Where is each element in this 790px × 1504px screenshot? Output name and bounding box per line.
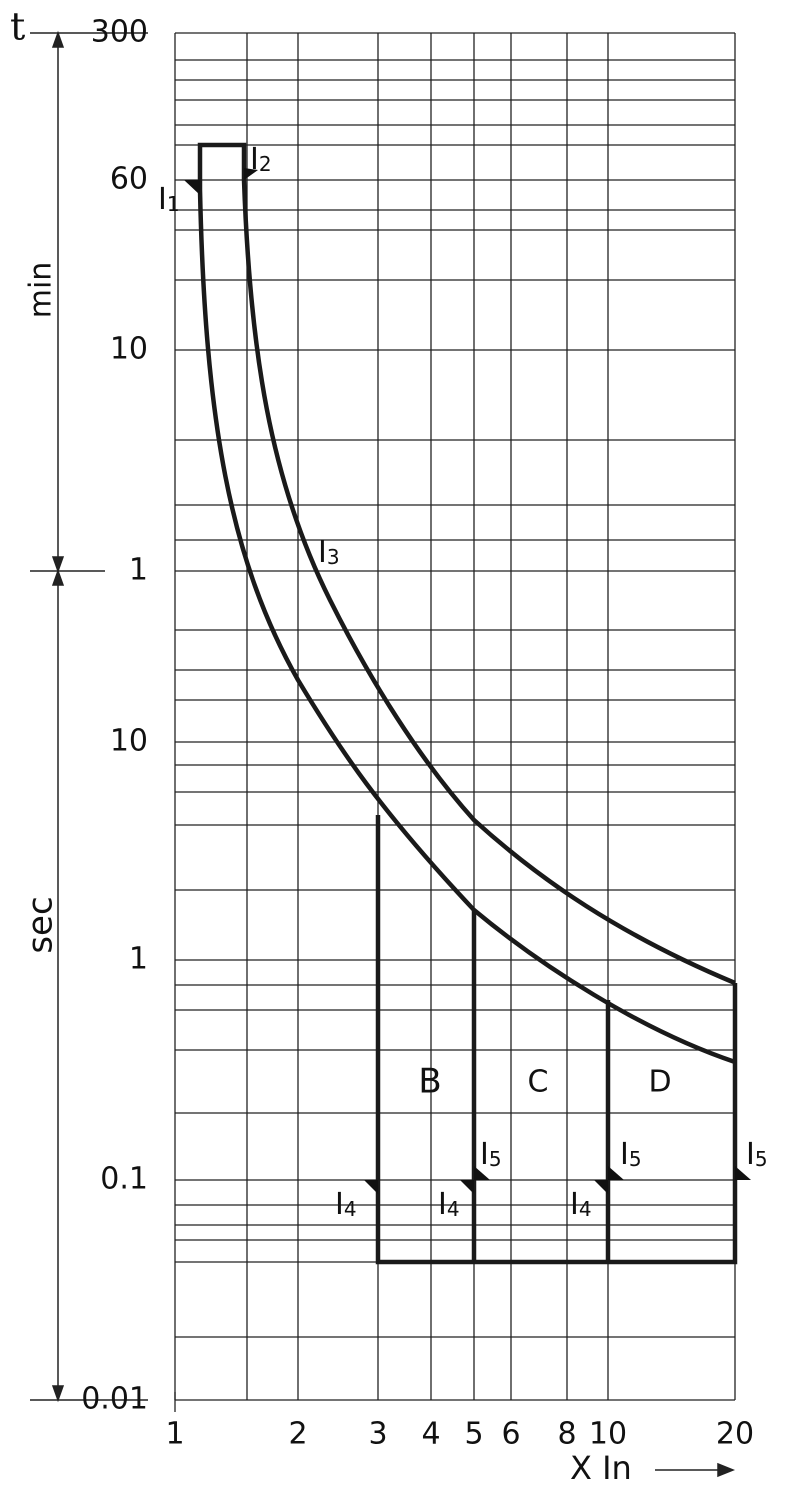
marker-index: 5 (755, 1147, 768, 1171)
marker-letter: I (250, 142, 259, 177)
zone-label: C (528, 1065, 549, 1100)
marker-letter: I (335, 1187, 344, 1222)
marker-index: 3 (327, 545, 340, 569)
marker-letter: I (620, 1137, 629, 1172)
marker-index: 4 (579, 1197, 592, 1221)
marker-index: 2 (259, 152, 272, 176)
y-tick-label: 1 (129, 553, 148, 588)
min-label: min (24, 262, 59, 319)
y-tick-label: 0.1 (100, 1162, 148, 1197)
curves (197, 142, 738, 1265)
sec-label: sec (21, 896, 61, 953)
y-tick-label: 10 (110, 332, 148, 367)
grid (174, 32, 736, 1412)
marker-triangles (184, 168, 751, 1194)
x-axis-label: X In (570, 1449, 632, 1487)
x-tick-label: 3 (368, 1417, 387, 1452)
marker-label: I5 (746, 1137, 768, 1172)
marker-letter: I (746, 1137, 755, 1172)
y-tick-label: 10 (110, 724, 148, 759)
marker-index: 1 (167, 192, 180, 216)
zone-label: D (648, 1065, 671, 1100)
marker-label: I4 (335, 1187, 357, 1222)
x-tick-label: 1 (165, 1417, 184, 1452)
y-tick-label: 1 (129, 942, 148, 977)
marker-label: I1 (158, 182, 180, 217)
time-arrows (30, 30, 736, 1478)
y-tick-label: 0.01 (81, 1382, 148, 1417)
marker-index: 4 (447, 1197, 460, 1221)
x-tick-label: 2 (288, 1417, 307, 1452)
marker-letter: I (438, 1187, 447, 1222)
marker-label: I4 (570, 1187, 592, 1222)
x-tick-label: 8 (557, 1417, 576, 1452)
y-tick-label: 60 (110, 162, 148, 197)
x-tick-label: 5 (464, 1417, 483, 1452)
marker-label: I3 (318, 535, 340, 570)
x-tick-label: 4 (421, 1417, 440, 1452)
marker-label: I4 (438, 1187, 460, 1222)
marker-label: I2 (250, 142, 272, 177)
x-tick-label: 20 (716, 1417, 754, 1452)
x-tick-label: 10 (589, 1417, 627, 1452)
marker-index: 4 (344, 1197, 357, 1221)
marker-letter: I (570, 1187, 579, 1222)
zone-label: B (418, 1062, 441, 1102)
marker-letter: I (158, 182, 167, 217)
marker-label: I5 (620, 1137, 642, 1172)
marker-index: 5 (489, 1147, 502, 1171)
marker-label: I5 (480, 1137, 502, 1172)
marker-letter: I (318, 535, 327, 570)
y-tick-label: 300 (91, 15, 148, 50)
x-tick-label: 6 (501, 1417, 520, 1452)
t-label: t (10, 5, 25, 49)
marker-index: 5 (629, 1147, 642, 1171)
marker-letter: I (480, 1137, 489, 1172)
